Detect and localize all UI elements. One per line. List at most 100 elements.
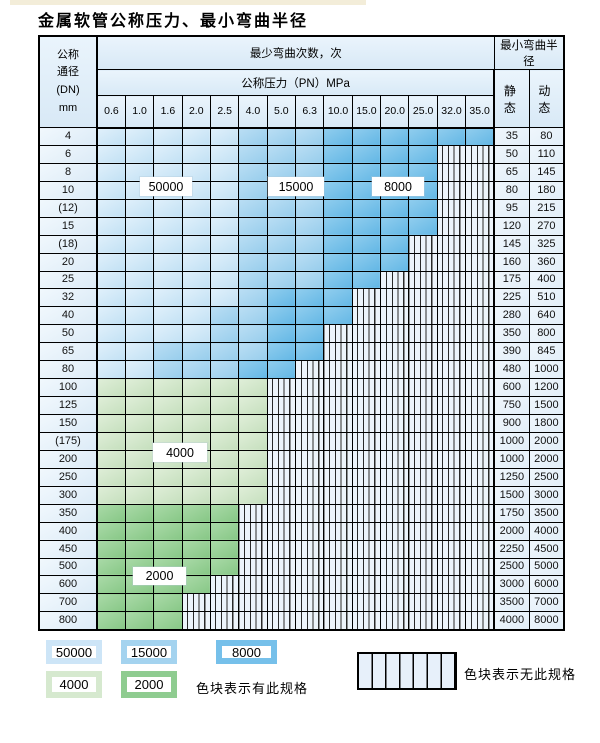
spec-cell-4000 [96,467,126,487]
spec-cell-50000 [209,162,240,182]
spec-cell-2000 [209,557,240,577]
dynamic-radius-cell: 180 [528,180,565,200]
dn-cell: 4 [38,127,98,146]
spec-cell-15000 [238,162,268,182]
no-spec-cell [436,593,467,613]
no-spec-cell [351,611,382,631]
no-spec-cell [323,449,353,469]
spec-cell-15000 [181,360,211,380]
legend-swatch-50000: 50000 [46,640,102,664]
pressure-value-header: 2.5 [209,95,240,129]
spec-cell-2000 [181,521,211,541]
no-spec-cell [465,449,495,469]
spec-cell-50000 [209,180,240,200]
pressure-value-header: 10.0 [323,95,353,129]
spec-cell-50000 [153,198,183,218]
no-spec-cell [436,431,467,451]
no-spec-cell [380,485,410,505]
no-spec-cell [351,378,382,398]
no-spec-cell [465,342,495,362]
static-radius-cell: 390 [493,342,530,362]
dn-header-line: 公称 [57,48,79,61]
no-spec-cell [465,485,495,505]
table-row: 20 160 360 [38,252,565,272]
spec-cell-15000 [153,342,183,362]
dynamic-radius-cell: 510 [528,288,565,308]
spec-cell-50000 [153,252,183,272]
spec-cell-8000 [323,127,353,146]
table-row: 200 1000 2000 [38,449,565,469]
spec-table: 公称 通径 (DN) mm 最少弯曲次数，次 最小弯曲半径 公称压力（PN）MPa 静… [38,35,566,631]
spec-cell-15000 [266,252,297,272]
no-spec-cell [465,234,495,254]
dn-cell: 350 [38,503,98,523]
no-spec-cell [323,431,353,451]
spec-cell-2000 [124,593,155,613]
table-row: 25 175 400 [38,270,565,290]
static-radius-cell: 1500 [493,485,530,505]
no-spec-cell [351,324,382,344]
spec-cell-8000 [380,252,410,272]
spec-cell-15000 [238,270,268,290]
spec-cell-50000 [124,324,155,344]
no-spec-cell [408,306,438,326]
spec-cell-50000 [181,144,211,164]
pressure-header: 公称压力（PN）MPa [96,69,495,96]
spec-cell-8000 [351,234,382,254]
spec-cell-15000 [238,144,268,164]
spec-table-wrap: 公称 通径 (DN) mm 最少弯曲次数，次 最小弯曲半径 公称压力（PN）MPa 静… [38,35,566,631]
no-spec-cell [380,521,410,541]
legend-swatch-15000: 15000 [121,640,177,664]
spec-cell-4000 [153,378,183,398]
spec-cell-8000 [351,144,382,164]
no-spec-cell [465,162,495,182]
no-spec-cell [380,342,410,362]
static-radius-cell: 280 [493,306,530,326]
dynamic-radius-cell: 2000 [528,449,565,469]
spec-cell-8000 [351,252,382,272]
dn-cell: 25 [38,270,98,290]
no-spec-cell [436,144,467,164]
spec-cell-4000 [209,396,240,415]
spec-cell-4000 [153,414,183,433]
spec-cell-8000 [266,306,297,326]
dynamic-radius-cell: 845 [528,342,565,362]
legend-no-spec-swatch [357,652,457,690]
dn-header-line: 通径 [57,66,79,79]
static-radius-cell: 4000 [493,611,530,631]
table-row: 15 120 270 [38,216,565,236]
spec-cell-8000 [323,252,353,272]
zone-label-8000: 8000 [372,177,424,196]
spec-cell-8000 [295,342,325,362]
dynamic-radius-cell: 110 [528,144,565,164]
spec-cell-50000 [209,288,240,308]
spec-cell-50000 [124,306,155,326]
no-spec-cell [465,414,495,433]
no-spec-cell [436,288,467,308]
no-spec-cell [181,593,211,613]
no-spec-cell [408,611,438,631]
pressure-value-header: 6.3 [295,95,325,129]
zone-label-50000: 50000 [140,177,192,196]
dn-cell: 10 [38,180,98,200]
spec-cell-50000 [96,198,126,218]
dn-cell: 40 [38,306,98,326]
no-spec-cell [238,575,268,595]
static-radius-cell: 160 [493,252,530,272]
no-spec-cell [323,521,353,541]
spec-cell-4000 [124,378,155,398]
spec-cell-2000 [124,521,155,541]
spec-cell-2000 [96,575,126,595]
no-spec-cell [323,324,353,344]
no-spec-cell [408,270,438,290]
spec-cell-2000 [96,557,126,577]
spec-cell-4000 [238,396,268,415]
dynamic-radius-cell: 2500 [528,467,565,487]
no-spec-cell [351,575,382,595]
dn-cell: 450 [38,539,98,559]
dynamic-radius-cell: 4000 [528,521,565,541]
spec-cell-50000 [153,324,183,344]
no-spec-cell [408,342,438,362]
no-spec-cell [408,431,438,451]
